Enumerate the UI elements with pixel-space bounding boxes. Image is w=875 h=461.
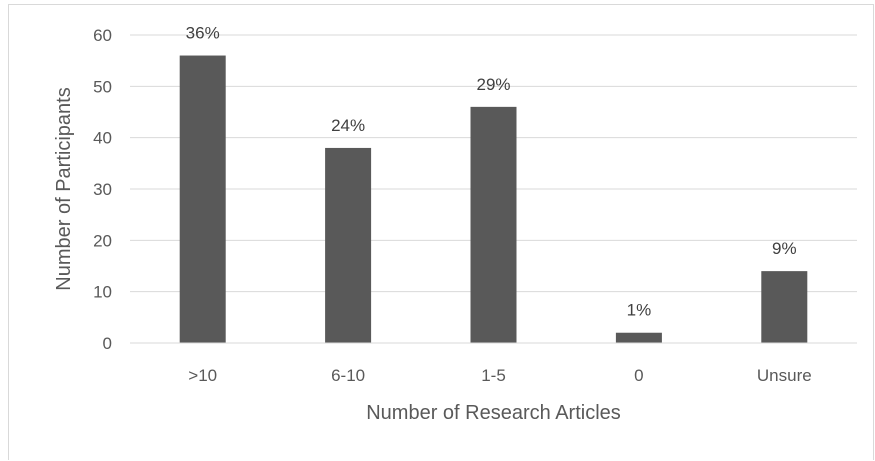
bars [179, 55, 808, 344]
y-tick-label: 50 [93, 77, 112, 96]
data-labels: 36% 24% 29% 1% 9% [186, 24, 797, 320]
y-tick-label: 20 [93, 231, 112, 250]
bar-3 [470, 106, 517, 343]
chart-frame [8, 4, 874, 460]
data-label: 36% [186, 24, 220, 43]
x-tick-label: 1-5 [481, 366, 506, 385]
x-tick-label: 0 [634, 366, 643, 385]
y-tick-label: 30 [93, 180, 112, 199]
bar-1 [179, 55, 226, 344]
data-label: 24% [331, 116, 365, 135]
y-tick-label: 40 [93, 129, 112, 148]
y-axis-ticks: 0 10 20 30 40 50 60 [93, 26, 112, 353]
y-tick-label: 60 [93, 26, 112, 45]
y-axis-title: Number of Participants [53, 87, 75, 290]
x-axis-ticks: >10 6-10 1-5 0 Unsure [188, 366, 811, 385]
y-tick-label: 10 [93, 283, 112, 302]
bar-2 [325, 147, 372, 343]
x-tick-label: 6-10 [331, 366, 365, 385]
bar-5 [761, 271, 808, 343]
bar-4 [615, 332, 662, 343]
x-axis-title: Number of Research Articles [366, 402, 621, 424]
x-tick-label: Unsure [757, 366, 812, 385]
x-tick-label: >10 [188, 366, 217, 385]
y-tick-label: 0 [103, 334, 112, 353]
data-label: 9% [772, 239, 797, 258]
data-label: 1% [627, 301, 652, 320]
data-label: 29% [476, 75, 510, 94]
